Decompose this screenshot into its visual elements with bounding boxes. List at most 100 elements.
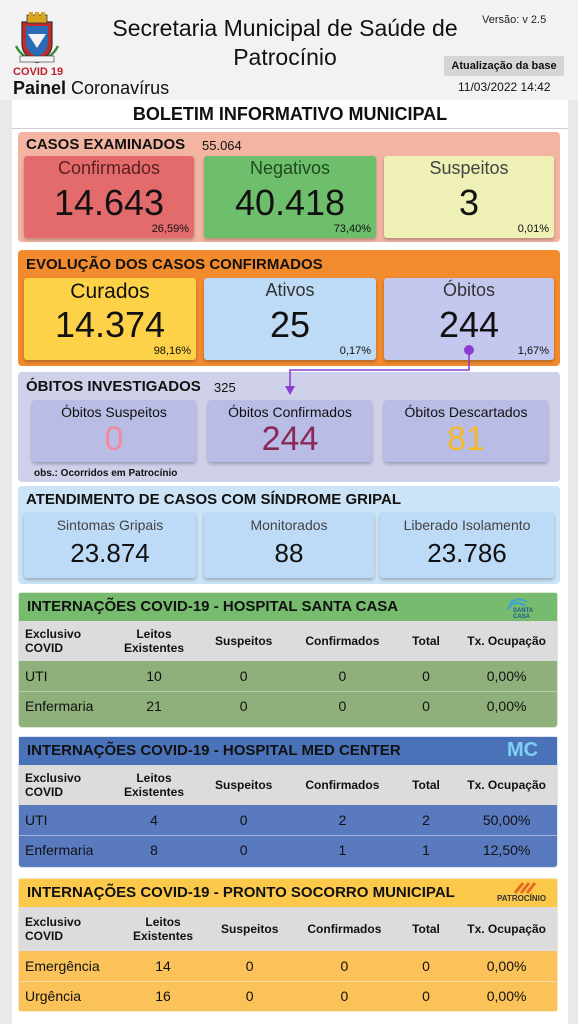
table-cell: Enfermaria — [25, 842, 94, 859]
card-curados: Curados 14.374 98,16% — [24, 278, 196, 360]
card-suspeitos: Suspeitos 3 0,01% — [384, 156, 554, 238]
santa-casa-table: Exclusivo COVID Leitos Existentes Suspei… — [19, 621, 557, 721]
painel-subtitle: Coronavírus — [71, 78, 170, 98]
col-header: Leitos Existentes — [123, 771, 185, 799]
municipal-coat-of-arms-logo — [14, 12, 60, 64]
card-value: 40.418 — [234, 182, 346, 223]
section-header: INTERNAÇÕES COVID-19 - HOSPITAL MED CENT… — [19, 737, 557, 765]
card-liberado-isolamento: Liberado Isolamento 23.786 — [380, 512, 554, 578]
card-label: Negativos — [249, 158, 331, 178]
card-percent: 26,59% — [151, 223, 189, 235]
card-obitos-suspeitos: Óbitos Suspeitos 0 — [32, 400, 196, 462]
table-cell: 8 — [150, 842, 158, 859]
card-value: 81 — [447, 420, 485, 458]
obs-note: obs.: Ocorridos em Patrocínio — [34, 468, 178, 479]
table-cell: Enfermaria — [25, 698, 94, 715]
table-cell: 0 — [338, 667, 347, 684]
section-title: INTERNAÇÕES COVID-19 - HOSPITAL MED CENT… — [27, 742, 401, 759]
table-cell: 12,50% — [482, 842, 531, 859]
card-confirmados: Confirmados 14.643 26,59% — [24, 156, 194, 238]
card-label: Óbitos Confirmados — [228, 404, 352, 420]
table-cell: 0,00% — [486, 957, 527, 974]
col-header: Leitos Existentes — [123, 627, 185, 655]
table-cell: 0 — [239, 667, 248, 684]
table-header-row: Exclusivo COVID Leitos Existentes Suspei… — [19, 907, 557, 951]
card-value: 0 — [104, 420, 124, 458]
pronto-socorro-table: Exclusivo COVID Leitos Existentes Suspei… — [19, 907, 557, 1011]
table-cell: Urgência — [25, 988, 82, 1005]
table-cell: 0 — [338, 698, 347, 715]
table-cell: 0 — [245, 957, 254, 974]
covid19-label: COVID 19 — [13, 66, 64, 78]
section-header: INTERNAÇÕES COVID-19 - PRONTO SOCORRO MU… — [19, 879, 557, 907]
painel-bold: Painel — [13, 78, 67, 98]
card-obitos: Óbitos 244 1,67% — [384, 278, 554, 360]
card-negativos: Negativos 40.418 73,40% — [204, 156, 376, 238]
table-row: Enfermaria 8 0 1 1 12,50% — [19, 835, 557, 865]
section-title: INTERNAÇÕES COVID-19 - PRONTO SOCORRO MU… — [27, 884, 455, 901]
col-header: Confirmados — [307, 922, 382, 936]
col-header: Exclusivo COVID — [25, 771, 82, 799]
card-label: Ativos — [265, 280, 315, 300]
card-label: Óbitos Descartados — [404, 404, 528, 420]
table-header-row: Exclusivo COVID Leitos Existentes Suspei… — [19, 621, 557, 661]
card-value: 244 — [438, 304, 500, 345]
casos-examinados-section: CASOS EXAMINADOS 55.064 Confirmados 14.6… — [18, 132, 560, 242]
total-investigated: 325 — [214, 380, 236, 395]
card-sintomas-gripais: Sintomas Gripais 23.874 — [24, 512, 196, 578]
card-label: Monitorados — [250, 517, 328, 533]
table-cell: UTI — [25, 811, 48, 828]
med-center-section: INTERNAÇÕES COVID-19 - HOSPITAL MED CENT… — [18, 736, 558, 868]
table-row: UTI 10 0 0 0 0,00% — [19, 661, 557, 691]
card-label: Sintomas Gripais — [56, 517, 164, 533]
card-label: Curados — [70, 280, 150, 303]
table-cell: 14 — [155, 957, 171, 974]
table-cell: 2 — [422, 811, 430, 828]
obitos-investigados-section: ÓBITOS INVESTIGADOS 325 Óbitos Suspeitos… — [18, 372, 560, 482]
card-obitos-descartados: Óbitos Descartados 81 — [384, 400, 548, 462]
table-header-row: Exclusivo COVID Leitos Existentes Suspei… — [19, 765, 557, 805]
section-title: CASOS EXAMINADOS — [26, 136, 186, 153]
divider — [12, 128, 568, 129]
card-percent: 98,16% — [153, 345, 191, 357]
table-cell: 1 — [338, 842, 347, 859]
table-cell: 0 — [245, 988, 254, 1005]
table-cell: 0 — [340, 988, 349, 1005]
table-row: Urgência 16 0 0 0 0,00% — [19, 981, 557, 1011]
update-base-button[interactable]: Atualização da base — [444, 56, 564, 76]
card-label: Suspeitos — [429, 158, 509, 178]
col-header: Total — [412, 634, 440, 648]
table-cell: 10 — [146, 667, 162, 684]
table-cell: 0,00% — [486, 667, 527, 684]
table-cell: 0,00% — [486, 988, 527, 1005]
logo-text: MC — [507, 739, 539, 761]
table-row: Emergência 14 0 0 0 0,00% — [19, 951, 557, 981]
card-percent: 0,01% — [517, 223, 549, 235]
table-cell: 2 — [338, 811, 347, 828]
card-value: 14.374 — [54, 304, 166, 345]
col-header: Leitos Existentes — [133, 915, 194, 943]
card-label: Liberado Isolamento — [403, 517, 531, 533]
table-cell: 0,00% — [486, 698, 527, 715]
patrocinio-logo-icon — [513, 882, 537, 894]
card-monitorados: Monitorados 88 — [204, 512, 374, 578]
table-cell: 50,00% — [482, 811, 531, 828]
card-value: 23.874 — [70, 538, 150, 568]
bulletin-title: BOLETIM INFORMATIVO MUNICIPAL — [132, 104, 448, 124]
card-label: Confirmados — [57, 158, 161, 178]
section-title: ATENDIMENTO DE CASOS COM SÍNDROME GRIPAL — [26, 491, 402, 508]
table-cell: 0 — [422, 667, 430, 684]
card-value: 23.786 — [427, 538, 507, 568]
update-datetime: 11/03/2022 14:42 — [458, 80, 551, 94]
logo-text: PATROCÍNIO — [497, 894, 547, 903]
card-value: 14.643 — [53, 182, 165, 223]
section-title: EVOLUÇÃO DOS CASOS CONFIRMADOS — [26, 256, 323, 273]
table-cell: 1 — [422, 842, 430, 859]
table-row: UTI 4 0 2 2 50,00% — [19, 805, 557, 835]
col-header: Total — [412, 778, 440, 792]
card-percent: 0,17% — [339, 345, 371, 357]
col-header: Suspeitos — [214, 778, 273, 792]
col-header: Total — [412, 922, 440, 936]
col-header: Suspeitos — [221, 922, 279, 936]
bulletin-panel: BOLETIM INFORMATIVO MUNICIPAL CASOS EXAM… — [12, 100, 568, 1024]
